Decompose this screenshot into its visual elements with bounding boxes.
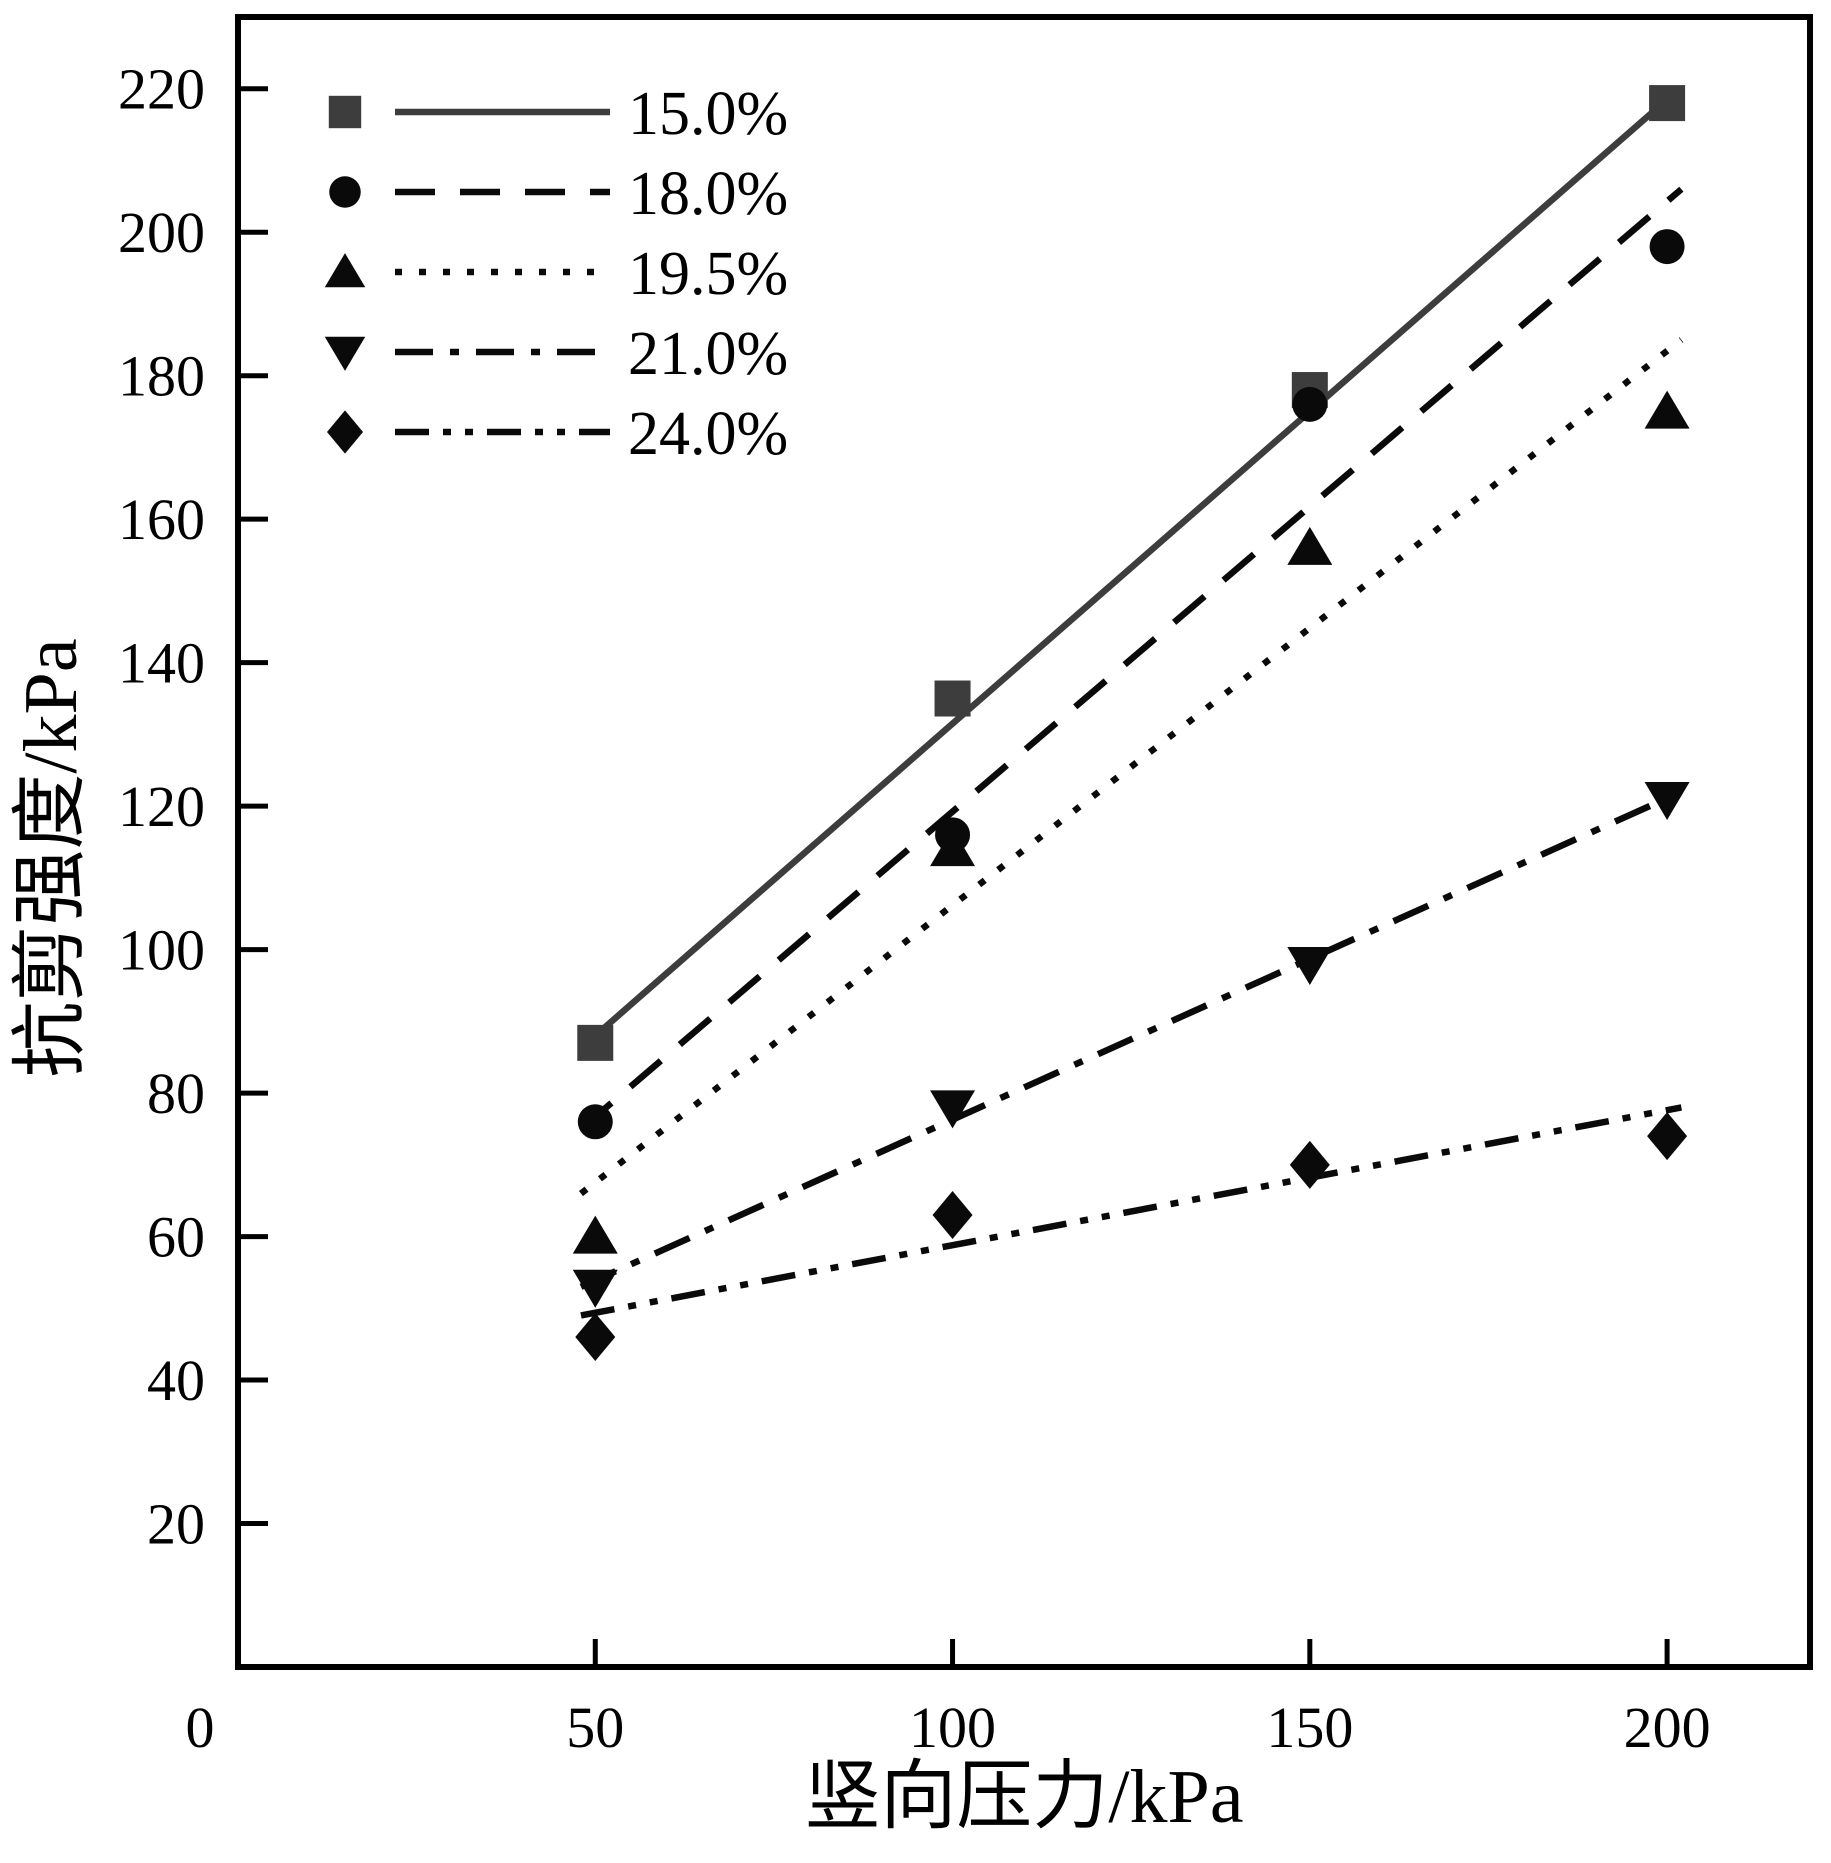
x-axis-title: 竖向压力/kPa [804, 1755, 1243, 1839]
x-tick-label-100: 100 [909, 1695, 996, 1760]
data-point-21-0-x50 [572, 1269, 618, 1308]
legend-item-19-5: 19.5% [324, 240, 788, 308]
y-tick-label-140: 140 [118, 631, 205, 696]
legend-marker-18-0 [329, 176, 361, 208]
legend-marker-21-0 [324, 336, 366, 371]
x-tick-label-150: 150 [1266, 1695, 1353, 1760]
series-21-0 [572, 781, 1690, 1308]
y-tick-label-200: 200 [118, 200, 205, 265]
y-tick-label-220: 220 [118, 57, 205, 122]
data-point-18-0-x50 [577, 1104, 613, 1140]
y-tick-label-100: 100 [118, 918, 205, 983]
series-24-0 [575, 1104, 1688, 1361]
legend-label-18-0: 18.0% [628, 160, 788, 228]
series-15-0 [577, 85, 1686, 1061]
legend-label-15-0: 15.0% [628, 80, 788, 148]
plot-border [235, 14, 1813, 1670]
legend-marker-24-0 [327, 410, 363, 454]
data-point-21-0-x150 [1287, 946, 1333, 985]
data-point-24-0-x50 [575, 1313, 616, 1361]
trend-line-15-0 [593, 97, 1670, 1039]
y-axis: 20 40 60 80 100 120 140 160 180 200 220 [118, 57, 268, 1557]
y-tick-label-160: 160 [118, 487, 205, 552]
legend-label-21-0: 21.0% [628, 320, 788, 388]
data-point-19-5-x50 [572, 1215, 618, 1254]
y-tick-label-120: 120 [118, 774, 205, 839]
data-point-19-5-x150 [1287, 526, 1333, 565]
legend-item-24-0: 24.0% [327, 400, 788, 468]
data-point-21-0-x100 [930, 1090, 976, 1129]
trend-line-24-0 [580, 1104, 1682, 1319]
data-point-18-0-x150 [1292, 386, 1328, 422]
x-tick-label-50: 50 [566, 1695, 624, 1760]
data-point-15-0-x100 [934, 680, 971, 717]
legend-item-21-0: 21.0% [324, 320, 788, 388]
data-point-18-0-x200 [1649, 229, 1685, 265]
legend-item-15-0: 15.0% [328, 80, 788, 148]
y-axis-title: 抗剪强度/kPa [9, 638, 93, 1077]
legend-marker-19-5 [324, 253, 366, 288]
y-tick-label-40: 40 [147, 1348, 205, 1413]
data-point-24-0-x100 [932, 1191, 973, 1240]
y-tick-label-180: 180 [118, 344, 205, 409]
trend-line-19-5 [578, 337, 1684, 1197]
legend-label-24-0: 24.0% [628, 400, 788, 468]
trend-line-21-0 [579, 788, 1683, 1290]
data-point-15-0-x50 [577, 1024, 614, 1061]
y-tick-label-60: 60 [147, 1205, 205, 1270]
y-tick-label-80: 80 [147, 1061, 205, 1126]
data-point-24-0-x150 [1289, 1140, 1330, 1189]
x-tick-label-0: 0 [186, 1695, 215, 1760]
legend-marker-15-0 [328, 95, 362, 129]
data-point-24-0-x200 [1647, 1112, 1688, 1161]
x-axis: 0 50 100 150 200 [186, 1639, 1711, 1760]
x-tick-label-200: 200 [1624, 1695, 1711, 1760]
data-point-15-0-x200 [1649, 85, 1686, 122]
series-19-5 [572, 337, 1690, 1254]
y-tick-label-20: 20 [147, 1492, 205, 1557]
legend-label-19-5: 19.5% [628, 240, 788, 308]
trend-line-18-0 [578, 186, 1684, 1132]
legend-item-18-0: 18.0% [329, 160, 788, 228]
legend: 15.0% 18.0% 19.5% 21.0% 24.0% [324, 80, 788, 468]
data-point-19-5-x100 [930, 828, 976, 867]
data-point-21-0-x200 [1644, 781, 1690, 820]
data-point-19-5-x200 [1644, 390, 1690, 429]
